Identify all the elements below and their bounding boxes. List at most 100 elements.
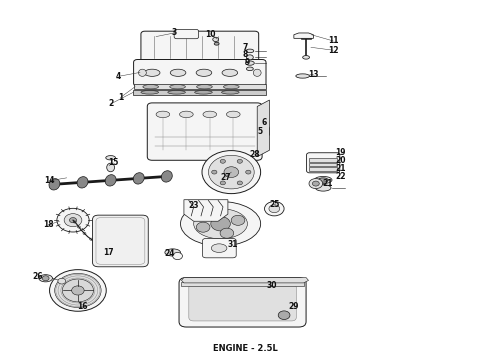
Ellipse shape xyxy=(194,209,247,239)
Text: 4: 4 xyxy=(115,72,121,81)
Text: 25: 25 xyxy=(269,200,279,209)
Circle shape xyxy=(237,159,243,163)
Circle shape xyxy=(237,181,243,185)
Circle shape xyxy=(220,228,234,238)
FancyBboxPatch shape xyxy=(307,153,340,173)
Circle shape xyxy=(202,150,261,194)
Bar xyxy=(181,282,304,286)
FancyBboxPatch shape xyxy=(179,278,306,327)
Ellipse shape xyxy=(133,173,144,184)
FancyBboxPatch shape xyxy=(174,30,198,39)
Text: 27: 27 xyxy=(220,173,231,182)
Text: 12: 12 xyxy=(328,46,338,55)
Text: 20: 20 xyxy=(335,156,345,165)
Ellipse shape xyxy=(168,90,185,94)
Circle shape xyxy=(64,213,82,227)
Ellipse shape xyxy=(143,85,159,89)
Ellipse shape xyxy=(170,69,186,76)
Circle shape xyxy=(58,278,66,284)
Text: 30: 30 xyxy=(267,281,277,290)
Circle shape xyxy=(265,202,284,216)
Text: 21: 21 xyxy=(323,179,333,188)
Ellipse shape xyxy=(49,179,60,190)
Circle shape xyxy=(313,181,319,186)
Text: 2: 2 xyxy=(108,99,113,108)
Ellipse shape xyxy=(203,111,217,118)
Ellipse shape xyxy=(195,90,212,94)
Circle shape xyxy=(269,205,280,213)
Circle shape xyxy=(220,181,225,185)
Ellipse shape xyxy=(180,202,261,246)
Bar xyxy=(310,163,337,166)
Text: 13: 13 xyxy=(308,70,318,79)
Ellipse shape xyxy=(170,85,185,89)
Ellipse shape xyxy=(246,49,254,53)
Circle shape xyxy=(245,170,251,174)
Circle shape xyxy=(55,273,101,307)
Text: 5: 5 xyxy=(257,127,262,136)
Polygon shape xyxy=(250,117,270,135)
Ellipse shape xyxy=(156,111,170,118)
Text: 29: 29 xyxy=(289,302,299,311)
Ellipse shape xyxy=(141,90,159,94)
Text: 21: 21 xyxy=(335,164,345,173)
Ellipse shape xyxy=(318,178,328,182)
Ellipse shape xyxy=(196,85,212,89)
Text: 16: 16 xyxy=(77,302,88,311)
Ellipse shape xyxy=(253,69,261,76)
Ellipse shape xyxy=(145,69,160,76)
Ellipse shape xyxy=(179,111,193,118)
Ellipse shape xyxy=(196,69,212,76)
Ellipse shape xyxy=(39,275,52,282)
Circle shape xyxy=(231,215,245,225)
Polygon shape xyxy=(181,278,309,283)
Circle shape xyxy=(208,155,254,189)
Circle shape xyxy=(72,286,84,295)
Ellipse shape xyxy=(165,249,180,256)
Bar xyxy=(310,158,337,162)
FancyBboxPatch shape xyxy=(147,103,262,160)
Ellipse shape xyxy=(246,55,253,60)
Ellipse shape xyxy=(245,61,254,65)
FancyBboxPatch shape xyxy=(93,215,148,267)
FancyBboxPatch shape xyxy=(134,59,266,86)
Text: 26: 26 xyxy=(32,272,43,281)
Polygon shape xyxy=(257,100,270,157)
Circle shape xyxy=(70,217,76,223)
Circle shape xyxy=(220,159,225,163)
FancyBboxPatch shape xyxy=(141,31,259,63)
Text: 11: 11 xyxy=(328,36,338,45)
Circle shape xyxy=(309,179,323,189)
Bar xyxy=(133,90,266,95)
Text: 1: 1 xyxy=(118,93,123,102)
Circle shape xyxy=(212,170,217,174)
Ellipse shape xyxy=(221,90,239,94)
FancyBboxPatch shape xyxy=(202,238,236,258)
Circle shape xyxy=(57,208,89,232)
Circle shape xyxy=(196,222,210,232)
Text: 17: 17 xyxy=(103,248,114,257)
Text: ENGINE - 2.5L: ENGINE - 2.5L xyxy=(213,344,277,353)
Ellipse shape xyxy=(77,177,88,188)
Ellipse shape xyxy=(223,85,239,89)
Ellipse shape xyxy=(106,156,116,160)
Text: 15: 15 xyxy=(108,158,118,167)
Ellipse shape xyxy=(213,37,219,41)
Text: 7: 7 xyxy=(243,43,247,52)
FancyBboxPatch shape xyxy=(189,284,296,321)
Ellipse shape xyxy=(161,171,172,182)
Text: 22: 22 xyxy=(335,172,345,181)
Ellipse shape xyxy=(211,244,227,252)
Ellipse shape xyxy=(226,111,240,118)
Ellipse shape xyxy=(222,69,238,76)
Text: 19: 19 xyxy=(335,148,345,157)
Circle shape xyxy=(62,279,94,302)
Text: 23: 23 xyxy=(189,201,199,210)
Polygon shape xyxy=(184,200,228,221)
Circle shape xyxy=(49,270,106,311)
Ellipse shape xyxy=(246,67,253,71)
Circle shape xyxy=(42,276,49,281)
Text: 9: 9 xyxy=(245,58,250,67)
Ellipse shape xyxy=(303,55,310,59)
Circle shape xyxy=(278,311,290,319)
